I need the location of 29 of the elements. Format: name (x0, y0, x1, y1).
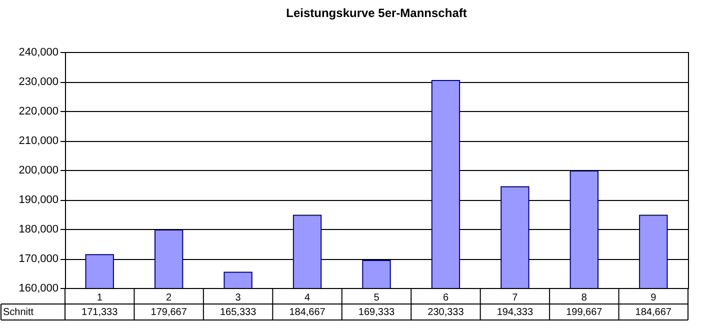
x-tick-label: 4 (304, 292, 310, 304)
y-tick-label: 200,000 (18, 164, 58, 176)
y-tick-label: 240,000 (18, 46, 58, 58)
x-tick-label: 9 (650, 292, 657, 304)
chart-title: Leistungskurve 5er-Mannschaft (286, 6, 467, 20)
data-label: 184,667 (289, 307, 326, 318)
y-tick-label: 230,000 (18, 76, 58, 88)
x-tick-label: 2 (166, 292, 172, 304)
y-tick-label: 210,000 (18, 135, 58, 147)
x-tick-label: 7 (512, 292, 518, 304)
text: Schnitt (3, 307, 34, 318)
y-tick-label: 220,000 (18, 106, 58, 118)
y-tick-label: 180,000 (18, 224, 58, 236)
y-tick-label: 170,000 (18, 253, 58, 265)
y-tick-label: 190,000 (18, 194, 58, 206)
data-label: 179,667 (150, 307, 188, 318)
data-label: 169,333 (358, 307, 396, 318)
data-label: 230,333 (428, 307, 464, 318)
data-label: 165,333 (220, 307, 257, 318)
data-label: 184,667 (635, 307, 672, 318)
data-label: 199,667 (566, 307, 603, 318)
data-label: 194,333 (496, 307, 534, 318)
y-tick-label: 160,000 (18, 282, 58, 294)
data-label: 171,333 (82, 307, 118, 318)
x-tick-label: 1 (96, 292, 103, 304)
x-tick-label: 5 (374, 292, 380, 304)
x-tick-label: 8 (581, 292, 588, 304)
x-tick-label: 6 (442, 292, 449, 304)
x-tick-label: 3 (235, 292, 242, 304)
